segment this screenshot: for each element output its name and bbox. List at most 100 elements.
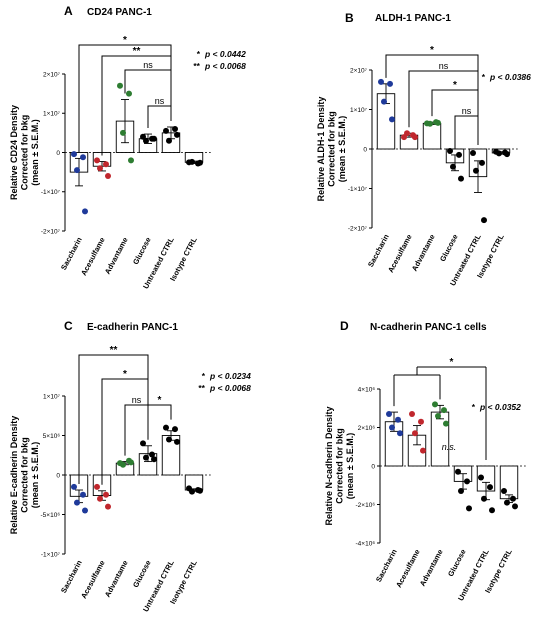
data-point (128, 157, 134, 164)
data-point (450, 163, 456, 170)
data-point (97, 495, 103, 502)
y-axis-label-line: Corrected for bkg (20, 437, 30, 513)
data-point (143, 454, 149, 461)
y-axis-label: Relative CD24 Density Corrected for bkg (m… (9, 105, 40, 200)
data-point (97, 165, 103, 172)
panel-c: C E-cadherin PANC-1 -1×10⁷ -5×10⁶ 0 5×10⁶ 1×10… (9, 319, 251, 613)
panel-letter: B (345, 11, 354, 25)
legend-stars: * (482, 72, 486, 82)
data-point (103, 161, 109, 168)
panel-title: E-cadherin PANC-1 (87, 322, 178, 333)
y-axis-label-line: (mean ± S.E.M.) (345, 433, 355, 499)
comparison-bracket (124, 404, 149, 456)
data-point (435, 119, 441, 126)
data-point (174, 131, 180, 138)
data-point (404, 130, 410, 137)
y-tick-label: -2×10⁶ (356, 502, 376, 509)
data-point (80, 491, 86, 498)
data-point (120, 129, 126, 136)
y-axis-label-line: (mean ± S.E.M.) (30, 442, 40, 508)
y-tick-label: -5×10⁶ (41, 512, 61, 519)
comparison-label: ns (462, 106, 472, 116)
comparison-bracket (124, 69, 172, 121)
comparison-bracket (454, 115, 479, 149)
panel-letter: A (64, 4, 73, 18)
panel-title: CD24 PANC-1 (87, 7, 152, 18)
panel-b: B ALDH-1 PANC-1 -2×10⁷ -1×10⁷ 0 1×10⁷ 2×10⁷ Rel… (316, 11, 531, 287)
y-axis-label-line: (mean ± S.E.M.) (30, 119, 40, 185)
x-category-label: Advantame (418, 548, 445, 588)
x-category-label: Glucose (131, 236, 153, 266)
y-tick-label: 0 (363, 146, 367, 153)
y-axis-label: Relative N-cadherin Density Corrected for… (324, 406, 355, 525)
y-tick-label: -1×10⁷ (41, 551, 61, 558)
data-point (479, 159, 485, 166)
data-point (82, 507, 88, 514)
x-category-label: Advantame (410, 233, 437, 273)
data-point (397, 430, 403, 437)
y-tick-label: 5×10⁶ (43, 433, 61, 440)
panel-title: ALDH-1 PANC-1 (375, 13, 451, 24)
x-category-label: Saccharin (59, 235, 84, 271)
data-point (381, 98, 387, 105)
y-tick-label: 1×10⁷ (43, 393, 61, 400)
data-point (456, 151, 462, 158)
data-point (389, 116, 395, 123)
data-point (389, 424, 395, 431)
annotation: n.s. (442, 442, 457, 452)
data-point (189, 488, 195, 495)
bar (499, 465, 519, 500)
data-point (395, 416, 401, 423)
comparison-label: ** (110, 345, 118, 356)
y-axis-label-line: Relative CD24 Density (9, 105, 19, 200)
data-point (197, 159, 203, 166)
data-point (174, 438, 180, 445)
comparison-label: ns (143, 60, 153, 70)
data-point (435, 412, 441, 419)
data-point (151, 135, 157, 142)
panel-a: A CD24 PANC-1 -2×10⁷ -1×10⁷ 0 1×10⁷ 2×10⁷ Relat… (9, 4, 246, 290)
comparison-label: ** (133, 46, 141, 57)
y-axis-label: Relative ALDH-1 Density Corrected for bkg… (316, 97, 347, 202)
data-point (504, 151, 510, 158)
legend-stars: * (197, 49, 201, 59)
data-point (82, 208, 88, 215)
data-point (420, 447, 426, 454)
legend-text: p < 0.0386 (489, 72, 531, 82)
y-tick-label: -1×10⁷ (41, 189, 61, 196)
x-category-label: Saccharin (366, 232, 391, 268)
comparison-label: ns (155, 96, 165, 106)
legend-stars: ** (193, 61, 200, 71)
data-point (473, 167, 479, 174)
data-point (412, 134, 418, 141)
data-point (501, 488, 507, 495)
y-axis-label-line: Relative N-cadherin Density (324, 406, 334, 525)
data-point (80, 154, 86, 161)
legend-stars: * (202, 371, 206, 381)
y-axis-label-line: Relative E-cadherin Density (9, 416, 19, 535)
y-tick-label: 0 (56, 150, 60, 157)
data-point (441, 407, 447, 414)
legend-text: p < 0.0068 (209, 383, 251, 393)
comparison-label: * (123, 35, 127, 46)
comparison-bracket (78, 354, 149, 485)
data-point (464, 478, 470, 485)
x-category-label: Advantame (103, 236, 130, 276)
data-point (481, 217, 487, 224)
data-point (105, 503, 111, 510)
data-point (172, 125, 178, 132)
data-point (163, 127, 169, 134)
data-point (387, 80, 393, 87)
data-point (126, 90, 132, 97)
data-point (432, 401, 438, 408)
y-axis-label-line: Corrected for bkg (335, 428, 345, 504)
data-point (470, 149, 476, 156)
data-point (496, 150, 502, 157)
comparison-label: ns (132, 395, 142, 405)
x-category-label: Glucose (438, 233, 460, 263)
data-point (71, 483, 77, 490)
legend-text: p < 0.0442 (204, 49, 246, 59)
data-point (489, 507, 495, 514)
data-point (418, 418, 424, 425)
